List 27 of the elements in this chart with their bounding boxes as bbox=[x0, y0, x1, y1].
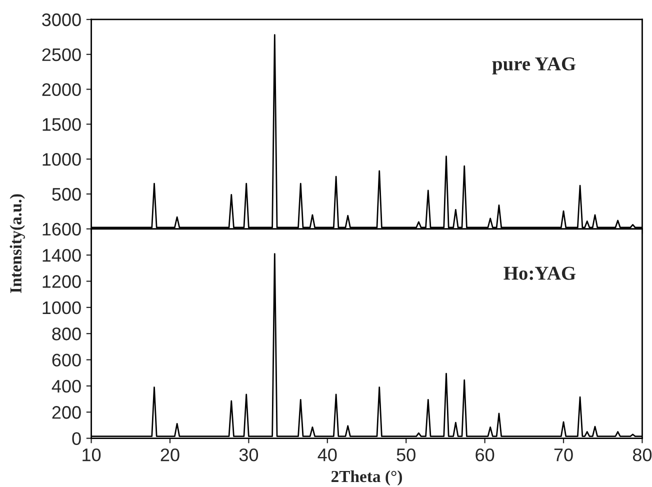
x-tick-label: 70 bbox=[554, 448, 573, 462]
x-tick-label: 50 bbox=[396, 448, 416, 462]
y-tick-label: 400 bbox=[52, 380, 81, 393]
y-tick-label: 1000 bbox=[42, 153, 81, 166]
x-tick-label: 10 bbox=[82, 448, 101, 462]
y-tick-label: 2500 bbox=[42, 48, 81, 62]
y-tick-label: 0 bbox=[72, 432, 81, 446]
y-tick-label: 600 bbox=[52, 354, 81, 366]
x-tick-label: 30 bbox=[239, 448, 258, 462]
y-tick-label: 2000 bbox=[42, 83, 81, 96]
x-axis-title: 2Theta (°) bbox=[331, 470, 402, 486]
x-tick-label: 80 bbox=[632, 448, 652, 462]
y-tick-label: 1400 bbox=[42, 249, 81, 262]
y-tick-label: 500 bbox=[52, 188, 81, 201]
y-tick-label: 800 bbox=[52, 328, 81, 340]
y-tick-label: 200 bbox=[52, 406, 81, 419]
y-tick-label: 1600 bbox=[42, 222, 81, 236]
y-tick-label: 1500 bbox=[42, 118, 81, 131]
x-tick-label: 40 bbox=[318, 448, 337, 462]
y-tick-label: 3000 bbox=[42, 13, 81, 26]
x-tick-label: 20 bbox=[160, 448, 180, 462]
annotation: Ho:YAG bbox=[504, 266, 576, 280]
annotation: pure YAG bbox=[492, 57, 576, 74]
x-tick-label: 60 bbox=[476, 448, 494, 462]
y-axis-title: Intensity(a.u.) bbox=[10, 194, 25, 293]
y-tick-label: 1200 bbox=[42, 275, 81, 288]
y-tick-label: 1000 bbox=[42, 301, 81, 314]
